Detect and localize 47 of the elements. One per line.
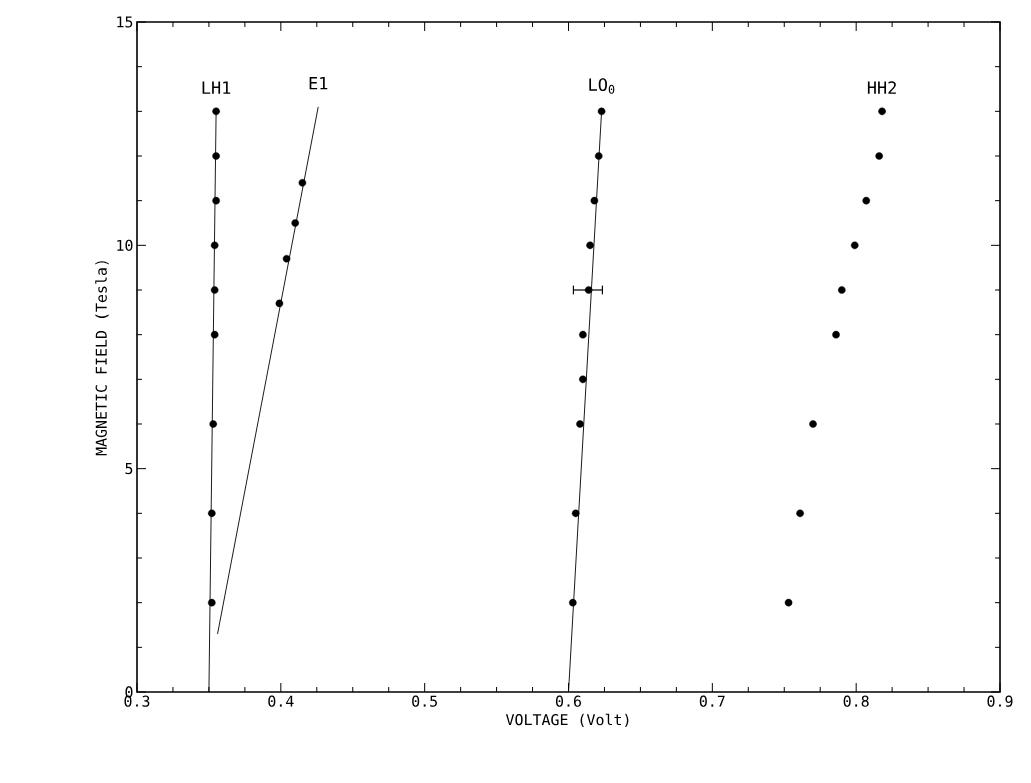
point: [298, 179, 307, 187]
y-tick-label: 5: [125, 463, 133, 475]
annotation: HH2: [867, 81, 896, 94]
point: [862, 196, 871, 205]
y-axis-title: MAGNETIC FIELD (Tesla): [95, 261, 109, 456]
point: [208, 598, 216, 607]
point: [878, 107, 886, 116]
point: [569, 598, 577, 607]
point: [576, 420, 584, 428]
point: [210, 286, 219, 294]
x-axis-title: VOLTAGE (Volt): [505, 713, 629, 728]
x-tick-label: 0.5: [412, 695, 437, 707]
point: [594, 152, 603, 160]
point: [212, 107, 220, 116]
point: [208, 509, 216, 518]
annotation: E1: [309, 77, 328, 90]
x-tick-label: 0.4: [268, 695, 294, 707]
point: [875, 152, 883, 160]
point: [597, 107, 606, 116]
point: [571, 509, 580, 518]
y-tick-label: 10: [117, 239, 133, 251]
annotation: LO$_{0}$: [589, 78, 615, 94]
x-tick-label: 0.8: [843, 695, 869, 707]
point: [212, 152, 220, 160]
point: [210, 241, 219, 250]
x-tick-label: 0.9: [987, 695, 1013, 707]
point: [784, 598, 793, 607]
point: [291, 219, 299, 227]
point: [850, 241, 859, 250]
point: [584, 286, 593, 294]
x-tick-label: 0.7: [699, 695, 725, 707]
point: [275, 299, 284, 308]
annotation: LH1: [202, 81, 231, 94]
point: [579, 330, 587, 339]
point: [586, 241, 594, 250]
point: [282, 254, 291, 263]
point: [590, 196, 599, 205]
point: [210, 330, 219, 339]
point: [579, 375, 587, 384]
point: [796, 509, 804, 518]
point: [212, 196, 220, 205]
point: [209, 420, 218, 428]
point: [838, 286, 846, 294]
point: [832, 330, 840, 339]
x-tick-label: 0.6: [555, 695, 582, 707]
point: [809, 420, 817, 428]
y-tick-label: 15: [117, 16, 133, 28]
